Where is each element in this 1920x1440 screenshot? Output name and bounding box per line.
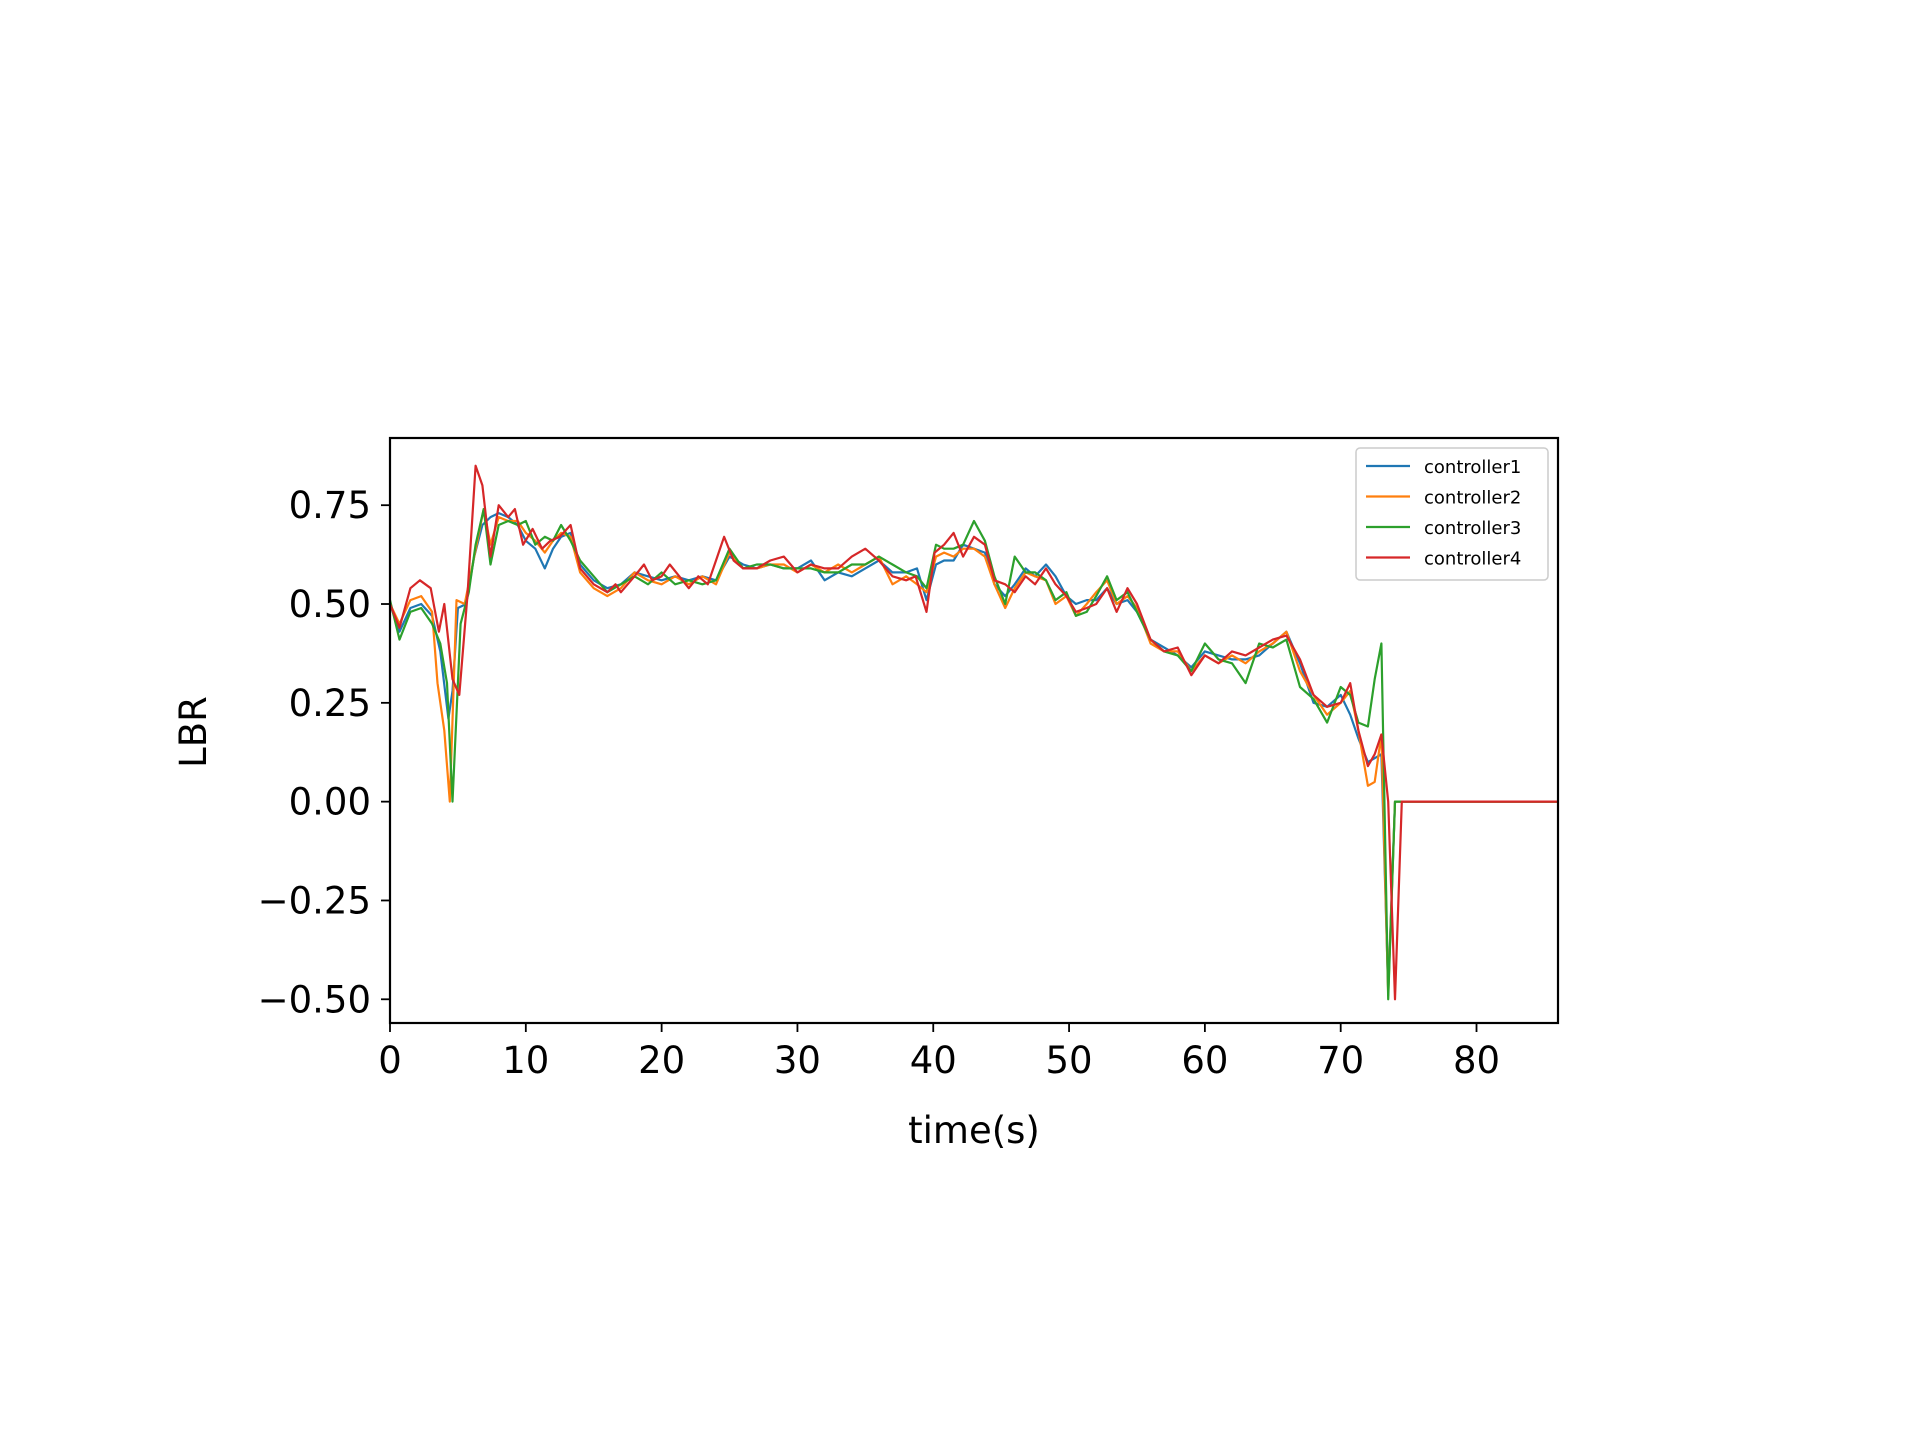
y-tick-label: −0.50	[258, 978, 371, 1021]
x-tick-label: 80	[1453, 1039, 1500, 1082]
y-tick-label: 0.75	[289, 484, 371, 527]
series-line-controller3	[390, 508, 1558, 1001]
legend-label-controller1: controller1	[1424, 457, 1521, 478]
legend-label-controller3: controller3	[1424, 518, 1521, 539]
y-axis: −0.50 −0.25 0.00 0.25 0.50 0.75	[258, 484, 390, 1021]
x-tick-label: 70	[1317, 1039, 1364, 1082]
x-axis-label: time(s)	[908, 1109, 1040, 1152]
x-axis: 0 10 20 30 40 50 60 70 80	[378, 1023, 1500, 1082]
y-tick-label: 0.00	[289, 781, 371, 824]
y-axis-label: LBR	[172, 696, 215, 768]
legend-label-controller2: controller2	[1424, 488, 1521, 509]
legend: controller1 controller2 controller3 control…	[1355, 447, 1549, 581]
x-tick-label: 60	[1181, 1039, 1228, 1082]
series-line-controller2	[390, 508, 1558, 997]
x-tick-label: 30	[774, 1039, 821, 1082]
x-tick-label: 20	[638, 1039, 685, 1082]
x-tick-label: 0	[378, 1039, 402, 1082]
y-tick-label: −0.25	[258, 879, 371, 922]
series-line-controller4	[390, 464, 1558, 1001]
legend-label-controller4: controller4	[1424, 549, 1521, 570]
y-tick-label: 0.50	[289, 583, 371, 626]
x-tick-label: 40	[910, 1039, 957, 1082]
plot-frame	[388, 436, 1560, 1025]
x-tick-label: 10	[502, 1039, 549, 1082]
y-tick-label: 0.25	[289, 682, 371, 725]
series-layer	[390, 464, 1558, 1001]
x-tick-label: 50	[1046, 1039, 1093, 1082]
legend-box	[1355, 447, 1549, 581]
